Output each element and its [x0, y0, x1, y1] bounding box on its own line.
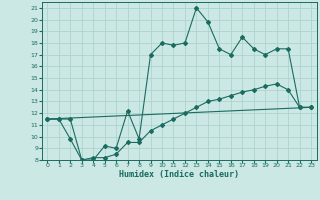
X-axis label: Humidex (Indice chaleur): Humidex (Indice chaleur) [119, 170, 239, 179]
